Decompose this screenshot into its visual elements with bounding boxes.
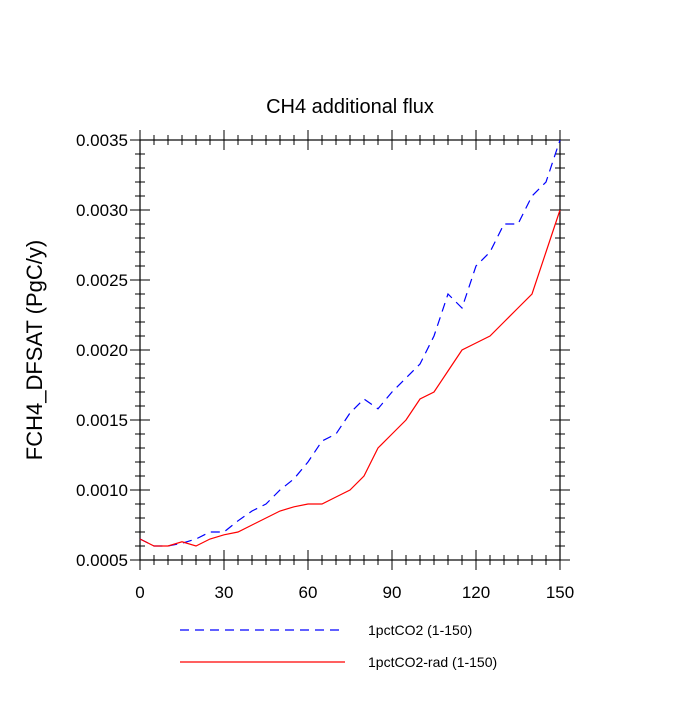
series-line-2	[139, 209, 561, 547]
y-tick-label: 0.0030	[76, 201, 128, 220]
y-axis-label: FCH4_DFSAT (PgC/y)	[22, 240, 47, 460]
series-group	[139, 139, 561, 547]
text-group: CH4 additional flux FCH4_DFSAT (PgC/y)	[22, 96, 434, 460]
y-tick-label: 0.0005	[76, 551, 128, 570]
axis-ticks-group: 0 30 60 90 120 150 0.0005 0.0010 0.0015 0.0020 0.0…	[76, 130, 574, 602]
y-tick-label: 0.0015	[76, 411, 128, 430]
chart-title: CH4 additional flux	[266, 96, 434, 118]
y-tick-label: 0.0025	[76, 271, 128, 290]
legend-label-2: 1pctCO2-rad (1-150)	[368, 654, 497, 670]
x-tick-label: 120	[462, 583, 490, 602]
y-tick-label: 0.0035	[76, 131, 128, 150]
x-tick-label: 150	[546, 583, 574, 602]
legend-label-1: 1pctCO2 (1-150)	[368, 622, 472, 638]
x-tick-label: 60	[299, 583, 318, 602]
x-tick-label: 0	[135, 583, 144, 602]
plot-frame-group	[139, 139, 561, 561]
x-tick-label: 90	[383, 583, 402, 602]
y-tick-label: 0.0020	[76, 341, 128, 360]
legend: 1pctCO2 (1-150) 1pctCO2-rad (1-150)	[180, 622, 497, 670]
y-tick-label: 0.0010	[76, 481, 128, 500]
x-tick-label: 30	[215, 583, 234, 602]
series-line-1	[139, 139, 561, 547]
plot-border	[139, 139, 561, 561]
